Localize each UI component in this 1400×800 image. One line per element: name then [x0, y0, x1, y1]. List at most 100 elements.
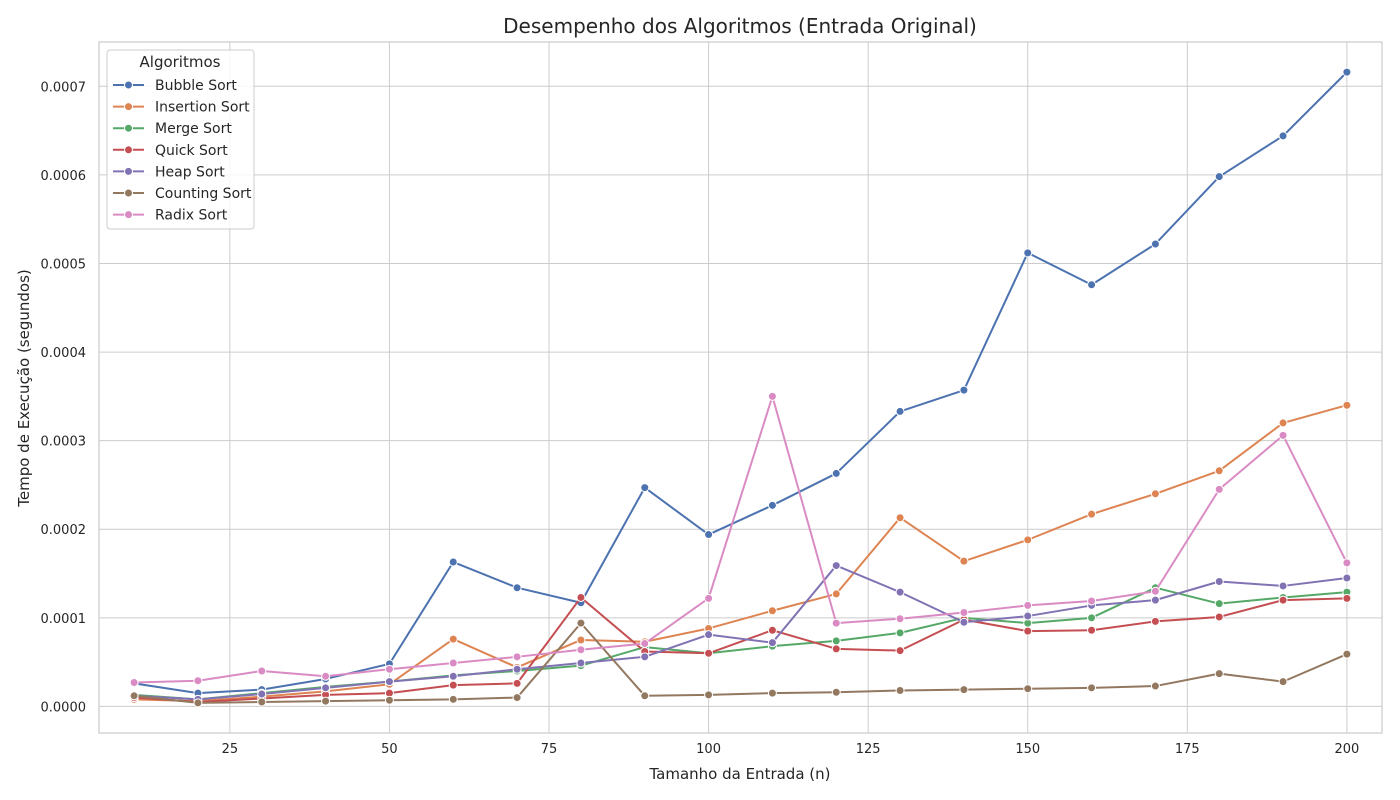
data-point [831, 687, 841, 697]
y-tick-label: 0.0002 [41, 523, 87, 538]
data-point [895, 587, 905, 597]
data-point [1214, 172, 1224, 182]
legend-label: Heap Sort [155, 164, 225, 180]
series-line [134, 404, 1348, 703]
data-point [257, 697, 267, 707]
data-point [831, 636, 841, 646]
data-point [448, 634, 458, 644]
y-axis-label: Tempo de Execução (segundos) [15, 269, 33, 508]
data-point [576, 645, 586, 655]
data-point [512, 678, 522, 688]
data-point [1023, 600, 1033, 610]
x-tick-labels: 25 50 75 100 125 150 175 200 [222, 742, 1360, 757]
data-point [704, 530, 714, 540]
data-point [512, 693, 522, 703]
data-point [1342, 573, 1352, 583]
x-tick-label: 100 [696, 742, 721, 757]
data-point [1087, 683, 1097, 693]
data-point [1150, 681, 1160, 691]
data-point [704, 690, 714, 700]
data-point [767, 688, 777, 698]
legend-box [106, 49, 255, 230]
data-point [1342, 593, 1352, 603]
y-tick-label: 0.0003 [41, 435, 87, 450]
data-point [831, 561, 841, 571]
data-point [895, 646, 905, 656]
y-tick-label: 0.0001 [41, 612, 87, 627]
data-point [448, 658, 458, 668]
legend-label: Bubble Sort [155, 78, 237, 94]
legend-item: Merge Sort [113, 121, 232, 137]
data-point [1278, 131, 1288, 141]
data-point [767, 391, 777, 401]
data-point [321, 683, 331, 693]
data-point [1342, 649, 1352, 659]
data-point [1087, 625, 1097, 635]
data-point [576, 618, 586, 628]
data-point [959, 617, 969, 627]
legend-item: Quick Sort [113, 143, 228, 159]
data-point [704, 648, 714, 658]
data-point [1150, 586, 1160, 596]
x-tick-label: 200 [1334, 742, 1359, 757]
data-point [640, 639, 650, 649]
data-point [576, 592, 586, 602]
data-point [448, 671, 458, 681]
series-line [134, 564, 1348, 701]
series-line [134, 596, 1347, 703]
data-point [129, 678, 139, 688]
legend-swatch-marker [124, 123, 133, 133]
data-point [448, 680, 458, 690]
legend-item: Heap Sort [113, 164, 225, 180]
data-point [1150, 489, 1160, 499]
data-point [895, 685, 905, 695]
data-point [384, 695, 394, 705]
data-point [640, 652, 650, 662]
data-point [1087, 509, 1097, 519]
series-bubble-sort [129, 67, 1352, 698]
data-point [321, 671, 331, 681]
x-axis-label: Tamanho da Entrada (n) [648, 765, 830, 783]
legend-label: Counting Sort [155, 186, 252, 202]
legend-item: Insertion Sort [113, 100, 250, 116]
data-point [257, 689, 267, 699]
data-point [1023, 684, 1033, 694]
data-point [831, 468, 841, 478]
data-point [1214, 669, 1224, 679]
data-point [831, 644, 841, 654]
data-point [1087, 280, 1097, 290]
y-tick-label: 0.0004 [41, 346, 87, 361]
data-point [1278, 430, 1288, 440]
series-lines [129, 67, 1352, 708]
data-point [831, 618, 841, 628]
data-point [1150, 616, 1160, 626]
data-point [384, 677, 394, 687]
data-point [1214, 484, 1224, 494]
y-tick-label: 0.0000 [41, 700, 87, 715]
legend-label: Insertion Sort [155, 100, 250, 116]
legend-item: Bubble Sort [113, 78, 237, 94]
y-tick-label: 0.0005 [41, 257, 87, 272]
legend-swatch-marker [124, 188, 133, 198]
legend-swatch-marker [124, 102, 133, 112]
legend-items: Bubble Sort Insertion Sort Merge Sort Quick… [113, 78, 252, 224]
data-point [321, 696, 331, 706]
data-point [1214, 599, 1224, 609]
y-tick-label: 0.0006 [41, 169, 87, 184]
data-point [129, 691, 139, 701]
legend-swatch-marker [124, 210, 133, 220]
series-line [133, 622, 1348, 704]
series-line [134, 395, 1348, 684]
legend-label: Quick Sort [155, 143, 228, 159]
y-tick-label: 0.0007 [41, 80, 87, 95]
data-point [767, 625, 777, 635]
x-tick-label: 50 [381, 742, 398, 757]
data-point [1023, 248, 1033, 258]
x-tick-label: 25 [222, 742, 239, 757]
data-point [1342, 67, 1352, 77]
data-point [576, 635, 586, 645]
data-point [704, 593, 714, 603]
x-tick-label: 125 [856, 742, 881, 757]
data-point [576, 658, 586, 668]
